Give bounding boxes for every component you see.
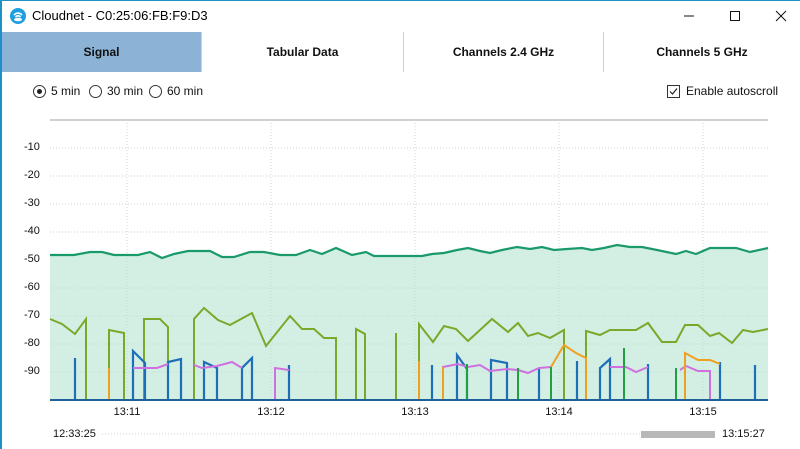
x-tick-label: 13:15 bbox=[689, 406, 717, 418]
y-tick-label: -60 bbox=[24, 281, 40, 293]
close-icon bbox=[775, 10, 787, 22]
x-tick-label: 13:14 bbox=[545, 406, 573, 418]
range-60min-label: 60 min bbox=[167, 84, 204, 98]
autoscroll-checkbox[interactable]: Enable autoscroll bbox=[667, 84, 778, 98]
radio-unselected-icon[interactable] bbox=[149, 84, 162, 98]
title-bar: Cloudnet - C0:25:06:FB:F9:D3 bbox=[2, 1, 800, 31]
tab-signal[interactable]: Signal bbox=[2, 32, 202, 72]
maximize-button[interactable] bbox=[712, 1, 758, 31]
y-tick-label: -10 bbox=[24, 141, 40, 153]
maximize-icon bbox=[730, 11, 740, 21]
y-tick-label: -80 bbox=[24, 337, 40, 349]
time-range-scrollbar-thumb[interactable] bbox=[641, 431, 715, 438]
y-tick-label: -90 bbox=[24, 365, 40, 377]
minimize-button[interactable] bbox=[666, 1, 712, 31]
range-start-time: 12:33:25 bbox=[53, 428, 96, 440]
window-title: Cloudnet - C0:25:06:FB:F9:D3 bbox=[32, 8, 208, 23]
x-tick-label: 13:12 bbox=[257, 406, 285, 418]
radio-unselected-icon[interactable] bbox=[89, 84, 102, 98]
tab-tabular-data[interactable]: Tabular Data bbox=[202, 32, 404, 72]
range-60min-radio[interactable]: 60 min bbox=[149, 84, 203, 98]
x-tick-label: 13:11 bbox=[113, 406, 141, 418]
radio-selected-icon[interactable] bbox=[33, 84, 46, 98]
y-tick-label: -70 bbox=[24, 309, 40, 321]
y-tick-label: -40 bbox=[24, 225, 40, 237]
autoscroll-label: Enable autoscroll bbox=[686, 84, 779, 98]
tab-channels-5ghz[interactable]: Channels 5 GHz bbox=[604, 32, 800, 72]
checkbox-checked-icon[interactable] bbox=[667, 84, 680, 98]
range-30min-label: 30 min bbox=[107, 84, 144, 98]
close-button[interactable] bbox=[758, 1, 800, 31]
tab-bar: Signal Tabular Data Channels 2.4 GHz Cha… bbox=[2, 32, 800, 72]
chart-controls: 5 min 30 min 60 min Enable autoscroll bbox=[2, 79, 800, 105]
range-5min-label: 5 min bbox=[51, 84, 81, 98]
minimize-icon bbox=[684, 15, 694, 17]
y-tick-label: -50 bbox=[24, 253, 40, 265]
y-tick-label: -30 bbox=[24, 197, 40, 209]
y-tick-label: -20 bbox=[24, 169, 40, 181]
range-30min-radio[interactable]: 30 min bbox=[89, 84, 143, 98]
range-5min-radio[interactable]: 5 min bbox=[33, 84, 80, 98]
cloudnet-logo-icon bbox=[10, 8, 26, 24]
range-end-time: 13:15:27 bbox=[722, 428, 765, 440]
signal-chart-plot bbox=[49, 119, 769, 435]
tab-channels-2-4ghz[interactable]: Channels 2.4 GHz bbox=[404, 32, 604, 72]
x-tick-label: 13:13 bbox=[401, 406, 429, 418]
signal-chart[interactable]: -10 -20 -30 -40 -50 -60 -70 -80 -90 13:1… bbox=[2, 106, 800, 449]
